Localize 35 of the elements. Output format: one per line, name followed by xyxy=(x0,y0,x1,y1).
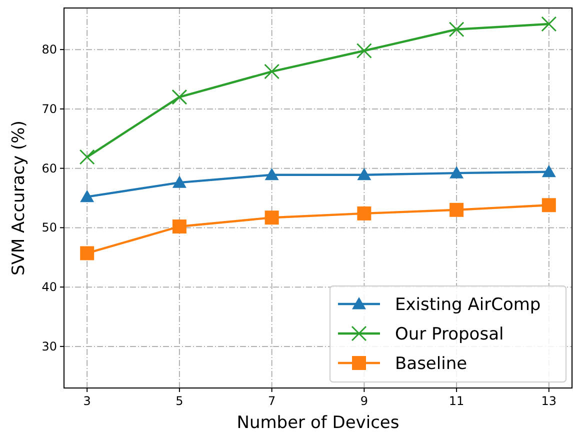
point xyxy=(172,89,188,105)
point xyxy=(80,246,94,260)
x-tick-label: 5 xyxy=(176,394,184,408)
point xyxy=(264,64,280,80)
y-tick-label: 50 xyxy=(42,220,57,235)
point xyxy=(80,190,94,202)
legend-label: Existing AirComp xyxy=(395,295,541,315)
y-tick-label: 40 xyxy=(42,280,57,294)
x-tick-label: 13 xyxy=(541,394,557,408)
point xyxy=(172,176,186,188)
point xyxy=(542,164,556,178)
point xyxy=(356,43,372,58)
y-axis-title: SVM Accuracy (%) xyxy=(9,120,29,276)
x-tick-label: 9 xyxy=(360,394,368,408)
point xyxy=(450,166,464,178)
legend-label: Our Proposal xyxy=(395,324,504,344)
point xyxy=(79,149,95,165)
point xyxy=(357,168,372,180)
point xyxy=(172,220,186,234)
point xyxy=(357,206,372,220)
y-tick-label: 30 xyxy=(42,339,57,354)
point xyxy=(264,210,279,225)
x-tick-label: 11 xyxy=(448,394,464,408)
y-tick-label: 80 xyxy=(42,42,57,57)
legend-label: Baseline xyxy=(395,354,468,374)
y-tick-label: 70 xyxy=(42,102,57,116)
x-tick-label: 7 xyxy=(268,394,276,408)
point xyxy=(542,198,556,212)
point xyxy=(448,22,464,38)
x-axis-title: Number of Devices xyxy=(236,413,400,433)
point xyxy=(450,202,464,217)
y-tick-label: 60 xyxy=(42,161,57,176)
x-tick-label: 3 xyxy=(83,394,91,408)
point xyxy=(264,168,279,180)
point xyxy=(541,16,557,32)
